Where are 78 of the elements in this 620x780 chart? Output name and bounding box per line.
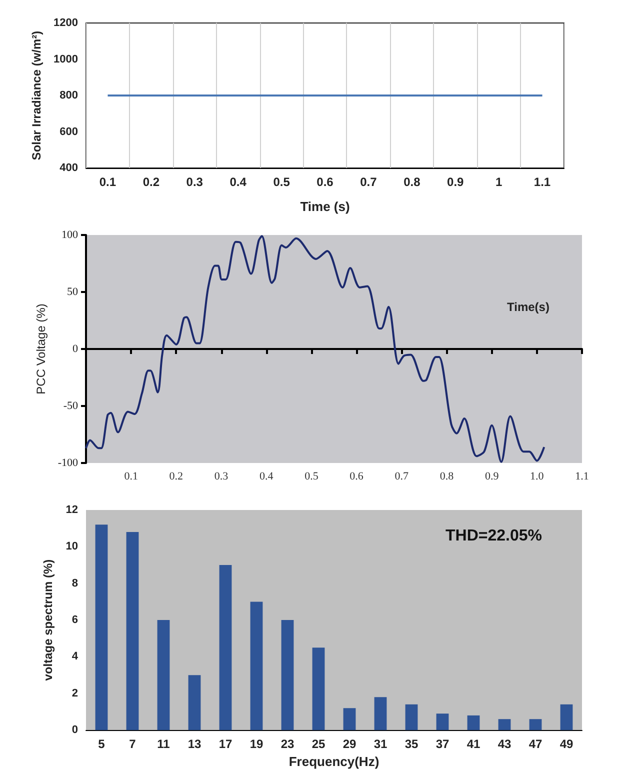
- y-tick-label: 100: [62, 229, 78, 241]
- x-tick-label: 23: [280, 737, 294, 752]
- y-axis-title: Solar Irradiance (w/m²): [30, 30, 44, 160]
- y-tick-label: -100: [58, 457, 78, 469]
- y-tick-label: 6: [72, 614, 78, 626]
- y-tick-label: 10: [66, 540, 78, 553]
- y-tick-label: 12: [66, 504, 78, 516]
- bar: [188, 675, 201, 730]
- x-tick-label: 17: [218, 737, 232, 752]
- x-tick-label: 0.5: [273, 175, 290, 189]
- y-tick-label: 0: [72, 343, 78, 355]
- bar: [529, 719, 542, 730]
- y-tick-label: 4: [72, 650, 79, 663]
- x-tick-label: 31: [374, 737, 388, 752]
- x-tick-label: 35: [404, 737, 418, 752]
- x-tick-label: 13: [188, 737, 202, 752]
- bar: [467, 715, 480, 730]
- x-tick-label: 0.8: [404, 175, 421, 189]
- x-tick-label: 0.1: [99, 175, 116, 189]
- x-axis-title: Time (s): [300, 199, 350, 214]
- bar: [281, 620, 294, 730]
- x-tick-label: 0.6: [316, 175, 334, 189]
- x-tick-label: 19: [250, 737, 264, 752]
- x-tick-label: 1: [495, 175, 502, 189]
- x-tick-label: 1.0: [530, 470, 544, 482]
- x-tick-label: 29: [342, 737, 356, 752]
- x-axis-title: Frequency(Hz): [288, 754, 380, 769]
- y-tick-label: -50: [63, 400, 78, 412]
- x-tick-label: 0.2: [142, 175, 160, 189]
- x-tick-label: 0.8: [440, 470, 454, 482]
- x-tick-label: 37: [436, 737, 450, 752]
- bar: [95, 524, 108, 730]
- x-tick-label: 47: [528, 737, 542, 752]
- annotation: THD=22.05%: [446, 528, 542, 544]
- y-tick-label: 400: [60, 162, 78, 174]
- x-tick-label: 5: [98, 737, 106, 752]
- y-axis-title: PCC Voltage (%): [34, 304, 48, 394]
- x-tick-label: 25: [312, 737, 326, 752]
- x-axis-title: Time(s): [507, 300, 550, 314]
- x-tick-label: 0.1: [124, 470, 138, 482]
- bar: [405, 704, 418, 730]
- bar: [436, 714, 449, 730]
- bar: [219, 565, 232, 730]
- y-tick-label: 800: [60, 90, 78, 102]
- x-tick-label: 0.9: [447, 175, 464, 189]
- x-tick-label: 0.5: [304, 470, 319, 482]
- x-tick-label: 1.1: [534, 175, 551, 189]
- y-tick-label: 600: [60, 126, 78, 138]
- y-tick-label: 8: [72, 577, 78, 590]
- x-tick-label: 0.4: [230, 175, 247, 189]
- bar: [343, 708, 356, 730]
- x-tick-label: 0.7: [360, 175, 378, 189]
- bar: [312, 648, 325, 730]
- x-tick-label: 1.1: [575, 470, 589, 482]
- x-tick-label: 0.7: [394, 470, 410, 482]
- x-tick-label: 0.6: [350, 470, 364, 482]
- bar: [250, 602, 263, 730]
- y-tick-label: 50: [67, 286, 78, 298]
- y-tick-label: 2: [72, 687, 78, 700]
- x-tick-label: 41: [466, 737, 480, 752]
- bar: [157, 620, 170, 730]
- bar: [126, 532, 139, 730]
- x-tick-label: 43: [498, 737, 512, 752]
- x-tick-label: 49: [560, 737, 574, 752]
- bar: [374, 697, 387, 730]
- y-tick-label: 1000: [54, 53, 78, 66]
- y-axis-title: voltage spectrum (%): [41, 559, 55, 681]
- y-tick-label: 1200: [54, 17, 78, 29]
- x-tick-label: 0.3: [186, 175, 204, 189]
- x-tick-label: 0.2: [169, 470, 184, 482]
- y-tick-label: 0: [72, 724, 78, 736]
- x-tick-label: 7: [129, 737, 136, 752]
- x-tick-label: 0.4: [259, 470, 274, 482]
- x-tick-label: 0.3: [214, 470, 229, 482]
- x-tick-label: 11: [157, 737, 170, 752]
- bar: [560, 704, 573, 730]
- x-tick-label: 0.9: [484, 470, 500, 482]
- bar: [498, 719, 511, 730]
